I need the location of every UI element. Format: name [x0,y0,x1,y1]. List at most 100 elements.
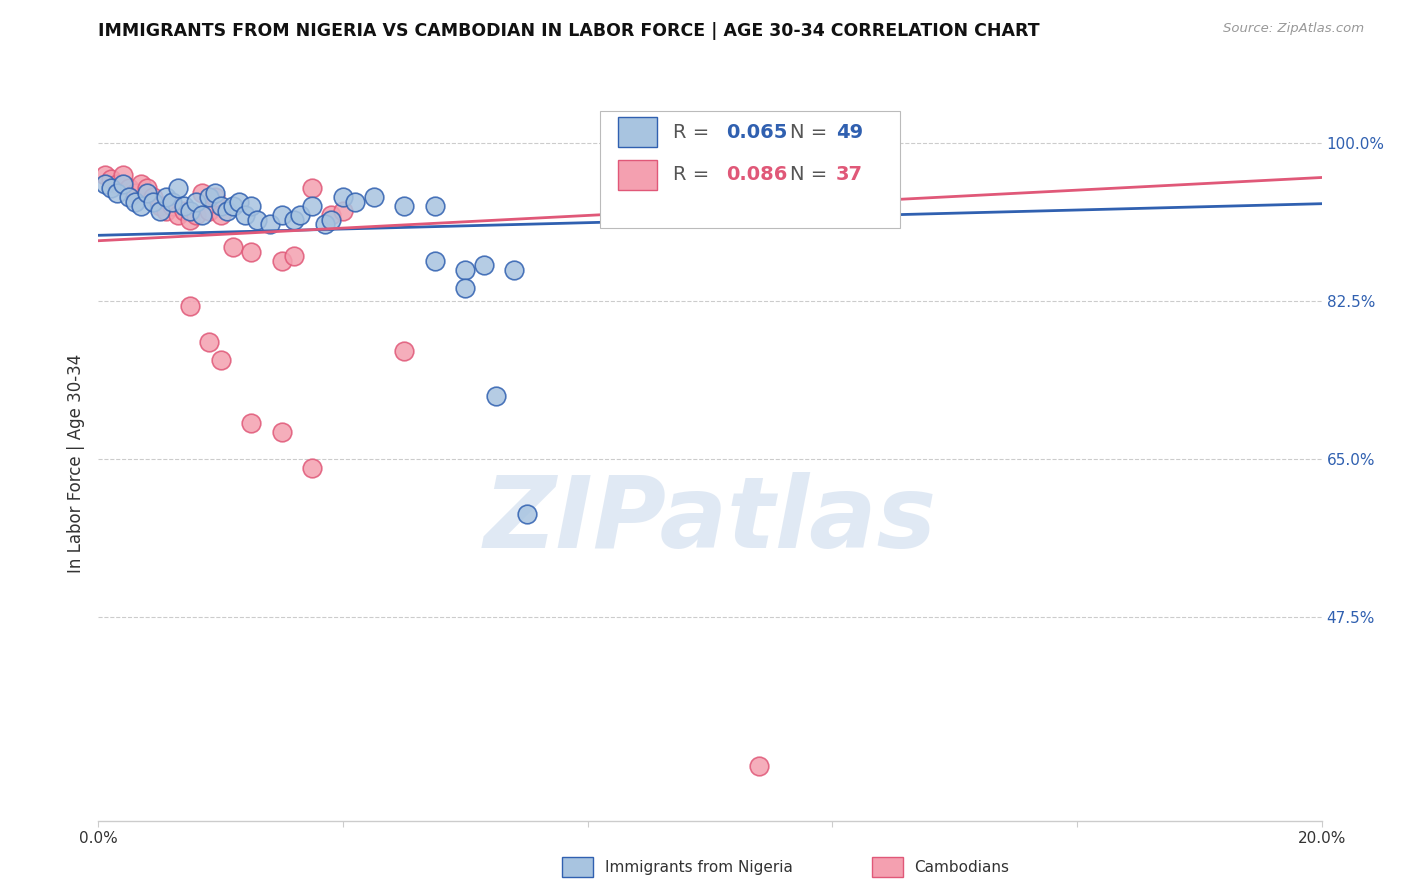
Point [332,203,354,218]
Point [209,209,232,223]
Point [270,253,292,268]
Point [136,181,159,195]
Point [173,203,195,218]
Point [240,416,263,430]
Point [124,186,146,200]
Point [142,190,165,204]
Point [290,209,312,223]
Point [240,244,263,259]
Point [209,353,232,368]
Point [472,258,495,272]
Point [111,177,134,191]
Text: 37: 37 [837,165,863,185]
Point [191,186,214,200]
Point [204,186,226,200]
Point [179,203,201,218]
Point [93,177,115,191]
Point [301,199,323,213]
Point [270,209,292,223]
Text: ZIPatlas: ZIPatlas [484,473,936,569]
Point [222,240,245,254]
Point [100,181,122,195]
Point [100,172,122,186]
Point [129,199,152,213]
Point [197,334,219,349]
Point [167,181,190,195]
Point [209,199,232,213]
Point [111,168,134,182]
Text: Cambodians: Cambodians [914,860,1010,874]
Point [748,759,770,773]
Point [160,194,183,209]
Point [301,461,323,475]
Point [179,299,201,313]
Point [142,194,165,209]
Point [155,190,177,204]
Point [246,213,269,227]
Point [319,213,342,227]
Point [149,203,172,218]
Point [191,209,214,223]
Point [186,194,208,209]
Point [759,199,782,213]
Point [197,190,219,204]
Point [283,213,305,227]
Point [222,199,245,213]
Point [759,168,782,182]
Point [149,199,172,213]
Point [332,190,354,204]
Point [118,190,141,204]
Point [314,218,336,232]
Point [155,203,177,218]
Text: 0.065: 0.065 [725,122,787,142]
Point [197,203,219,218]
Point [503,262,526,277]
Text: 0.086: 0.086 [725,165,787,185]
Point [392,343,416,358]
Point [124,194,146,209]
FancyBboxPatch shape [619,117,658,147]
Point [259,218,281,232]
Point [167,209,190,223]
FancyBboxPatch shape [600,111,900,228]
Point [423,253,446,268]
Point [392,199,416,213]
Point [173,199,195,213]
Point [344,194,367,209]
Point [301,181,323,195]
Text: 49: 49 [837,122,863,142]
Point [516,507,538,521]
Point [699,168,721,182]
Text: Immigrants from Nigeria: Immigrants from Nigeria [605,860,793,874]
Point [485,389,508,403]
Point [93,168,115,182]
Point [319,209,342,223]
Point [186,209,208,223]
Text: R =: R = [673,165,716,185]
Point [160,199,183,213]
Point [105,186,128,200]
Point [118,181,141,195]
Point [240,199,263,213]
Text: Source: ZipAtlas.com: Source: ZipAtlas.com [1223,22,1364,36]
Point [136,186,159,200]
Text: IMMIGRANTS FROM NIGERIA VS CAMBODIAN IN LABOR FORCE | AGE 30-34 CORRELATION CHAR: IMMIGRANTS FROM NIGERIA VS CAMBODIAN IN … [98,22,1040,40]
Point [215,203,238,218]
Point [204,190,226,204]
Point [179,213,201,227]
Text: N =: N = [790,122,832,142]
Point [454,281,477,295]
Point [423,199,446,213]
Point [228,194,250,209]
Point [270,425,292,440]
Point [105,177,128,191]
Point [363,190,385,204]
Y-axis label: In Labor Force | Age 30-34: In Labor Force | Age 30-34 [66,354,84,574]
Point [283,249,305,263]
Point [668,194,690,209]
Point [454,262,477,277]
Point [233,209,256,223]
Text: N =: N = [790,165,832,185]
Text: R =: R = [673,122,716,142]
Point [129,177,152,191]
